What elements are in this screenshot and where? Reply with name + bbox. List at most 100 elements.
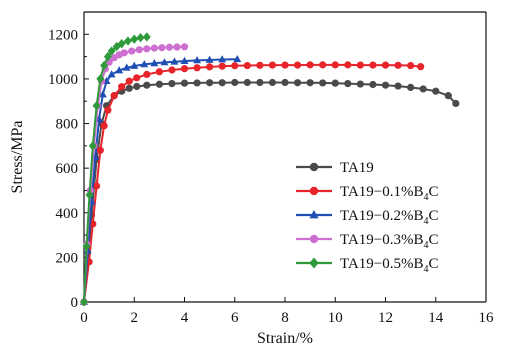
data-point — [381, 81, 390, 89]
data-point — [120, 49, 128, 57]
data-point — [112, 41, 121, 52]
data-point — [88, 141, 97, 151]
legend-label: TA19−0.5%B4C — [340, 256, 439, 275]
series-5 — [80, 32, 151, 307]
data-point — [180, 65, 189, 73]
data-point — [104, 106, 112, 114]
data-point — [150, 58, 159, 67]
data-point — [92, 101, 101, 111]
data-point — [117, 38, 126, 49]
data-point — [306, 79, 314, 87]
data-point — [85, 190, 94, 200]
data-point — [231, 78, 239, 87]
data-point — [268, 61, 277, 69]
x-tick-label: 2 — [131, 310, 139, 326]
data-point — [344, 80, 352, 88]
legend-label: TA19−0.3%B4C — [340, 232, 439, 251]
plot-area: 0 2 4 6 8 10 12 14 16 0 200 400 600 800 1000 1200 — [48, 11, 494, 326]
data-point — [231, 62, 239, 70]
data-point — [306, 61, 314, 69]
data-point — [309, 234, 319, 244]
data-point — [452, 99, 460, 108]
x-tick-label: 14 — [428, 310, 444, 326]
data-point — [130, 61, 139, 69]
data-point — [281, 61, 289, 69]
data-point — [417, 63, 425, 71]
legend-item: TA19−0.2%B4C — [296, 208, 439, 227]
data-point — [128, 47, 136, 55]
data-point — [193, 64, 201, 72]
legend-item: TA19−0.1%B4C — [296, 184, 439, 203]
data-point — [419, 85, 427, 93]
y-ticks: 0 200 400 600 800 1000 1200 — [48, 27, 89, 311]
data-point — [155, 80, 163, 88]
data-point — [150, 44, 158, 52]
data-point — [98, 90, 107, 98]
data-point — [135, 46, 143, 54]
data-point — [369, 80, 377, 89]
data-point — [218, 79, 226, 87]
data-point — [394, 61, 402, 69]
legend-label: TA19 — [340, 160, 374, 176]
data-point — [143, 70, 151, 79]
data-point — [136, 32, 145, 43]
x-axis-title: Strain/% — [257, 330, 313, 347]
legend: TA19 TA19−0.1%B4C TA19−0.2%B4C TA19−0.3%B4C… — [296, 160, 439, 275]
data-point — [293, 79, 302, 87]
data-point — [293, 61, 302, 69]
data-point — [115, 66, 124, 74]
y-axis-title: Stress/MPa — [9, 121, 26, 194]
data-point — [309, 209, 319, 219]
x-tick-label: 12 — [378, 310, 393, 326]
data-point — [193, 79, 201, 87]
data-point — [331, 79, 339, 87]
data-point — [444, 92, 452, 100]
data-point — [96, 74, 105, 84]
data-point — [394, 82, 402, 90]
data-point — [268, 78, 277, 87]
data-point — [168, 80, 176, 88]
y-tick-label: 600 — [56, 161, 79, 177]
x-tick-label: 6 — [231, 310, 239, 326]
data-point — [103, 51, 112, 62]
data-point — [218, 55, 227, 63]
data-point — [206, 63, 214, 71]
data-point — [100, 122, 108, 130]
data-point — [160, 58, 169, 66]
data-point — [96, 146, 104, 154]
data-point — [193, 56, 202, 64]
data-point — [356, 80, 364, 88]
data-point — [82, 241, 91, 251]
data-point — [140, 60, 149, 68]
data-point — [381, 61, 390, 69]
legend-item: TA19−0.5%B4C — [296, 256, 439, 275]
data-point — [142, 32, 151, 42]
data-point — [170, 57, 179, 65]
data-point — [89, 220, 97, 228]
data-point — [256, 61, 264, 69]
x-tick-label: 4 — [181, 310, 189, 326]
data-point — [107, 70, 116, 78]
data-point — [168, 66, 176, 74]
data-point — [319, 79, 327, 87]
legend-label: TA19−0.2%B4C — [340, 208, 439, 227]
data-point — [180, 56, 189, 64]
data-point — [407, 83, 415, 91]
y-tick-label: 400 — [56, 206, 79, 222]
data-point — [133, 82, 141, 91]
data-point — [165, 43, 174, 51]
data-point — [243, 61, 251, 70]
data-point — [206, 79, 214, 87]
series-line — [83, 63, 421, 303]
y-tick-label: 200 — [56, 250, 79, 266]
y-tick-label: 1000 — [48, 72, 78, 88]
data-point — [110, 92, 118, 100]
data-point — [256, 78, 264, 87]
data-point — [432, 87, 440, 95]
data-point — [80, 297, 88, 307]
data-point — [173, 43, 181, 51]
data-point — [205, 55, 214, 63]
data-point — [407, 61, 415, 70]
data-point — [107, 46, 116, 56]
